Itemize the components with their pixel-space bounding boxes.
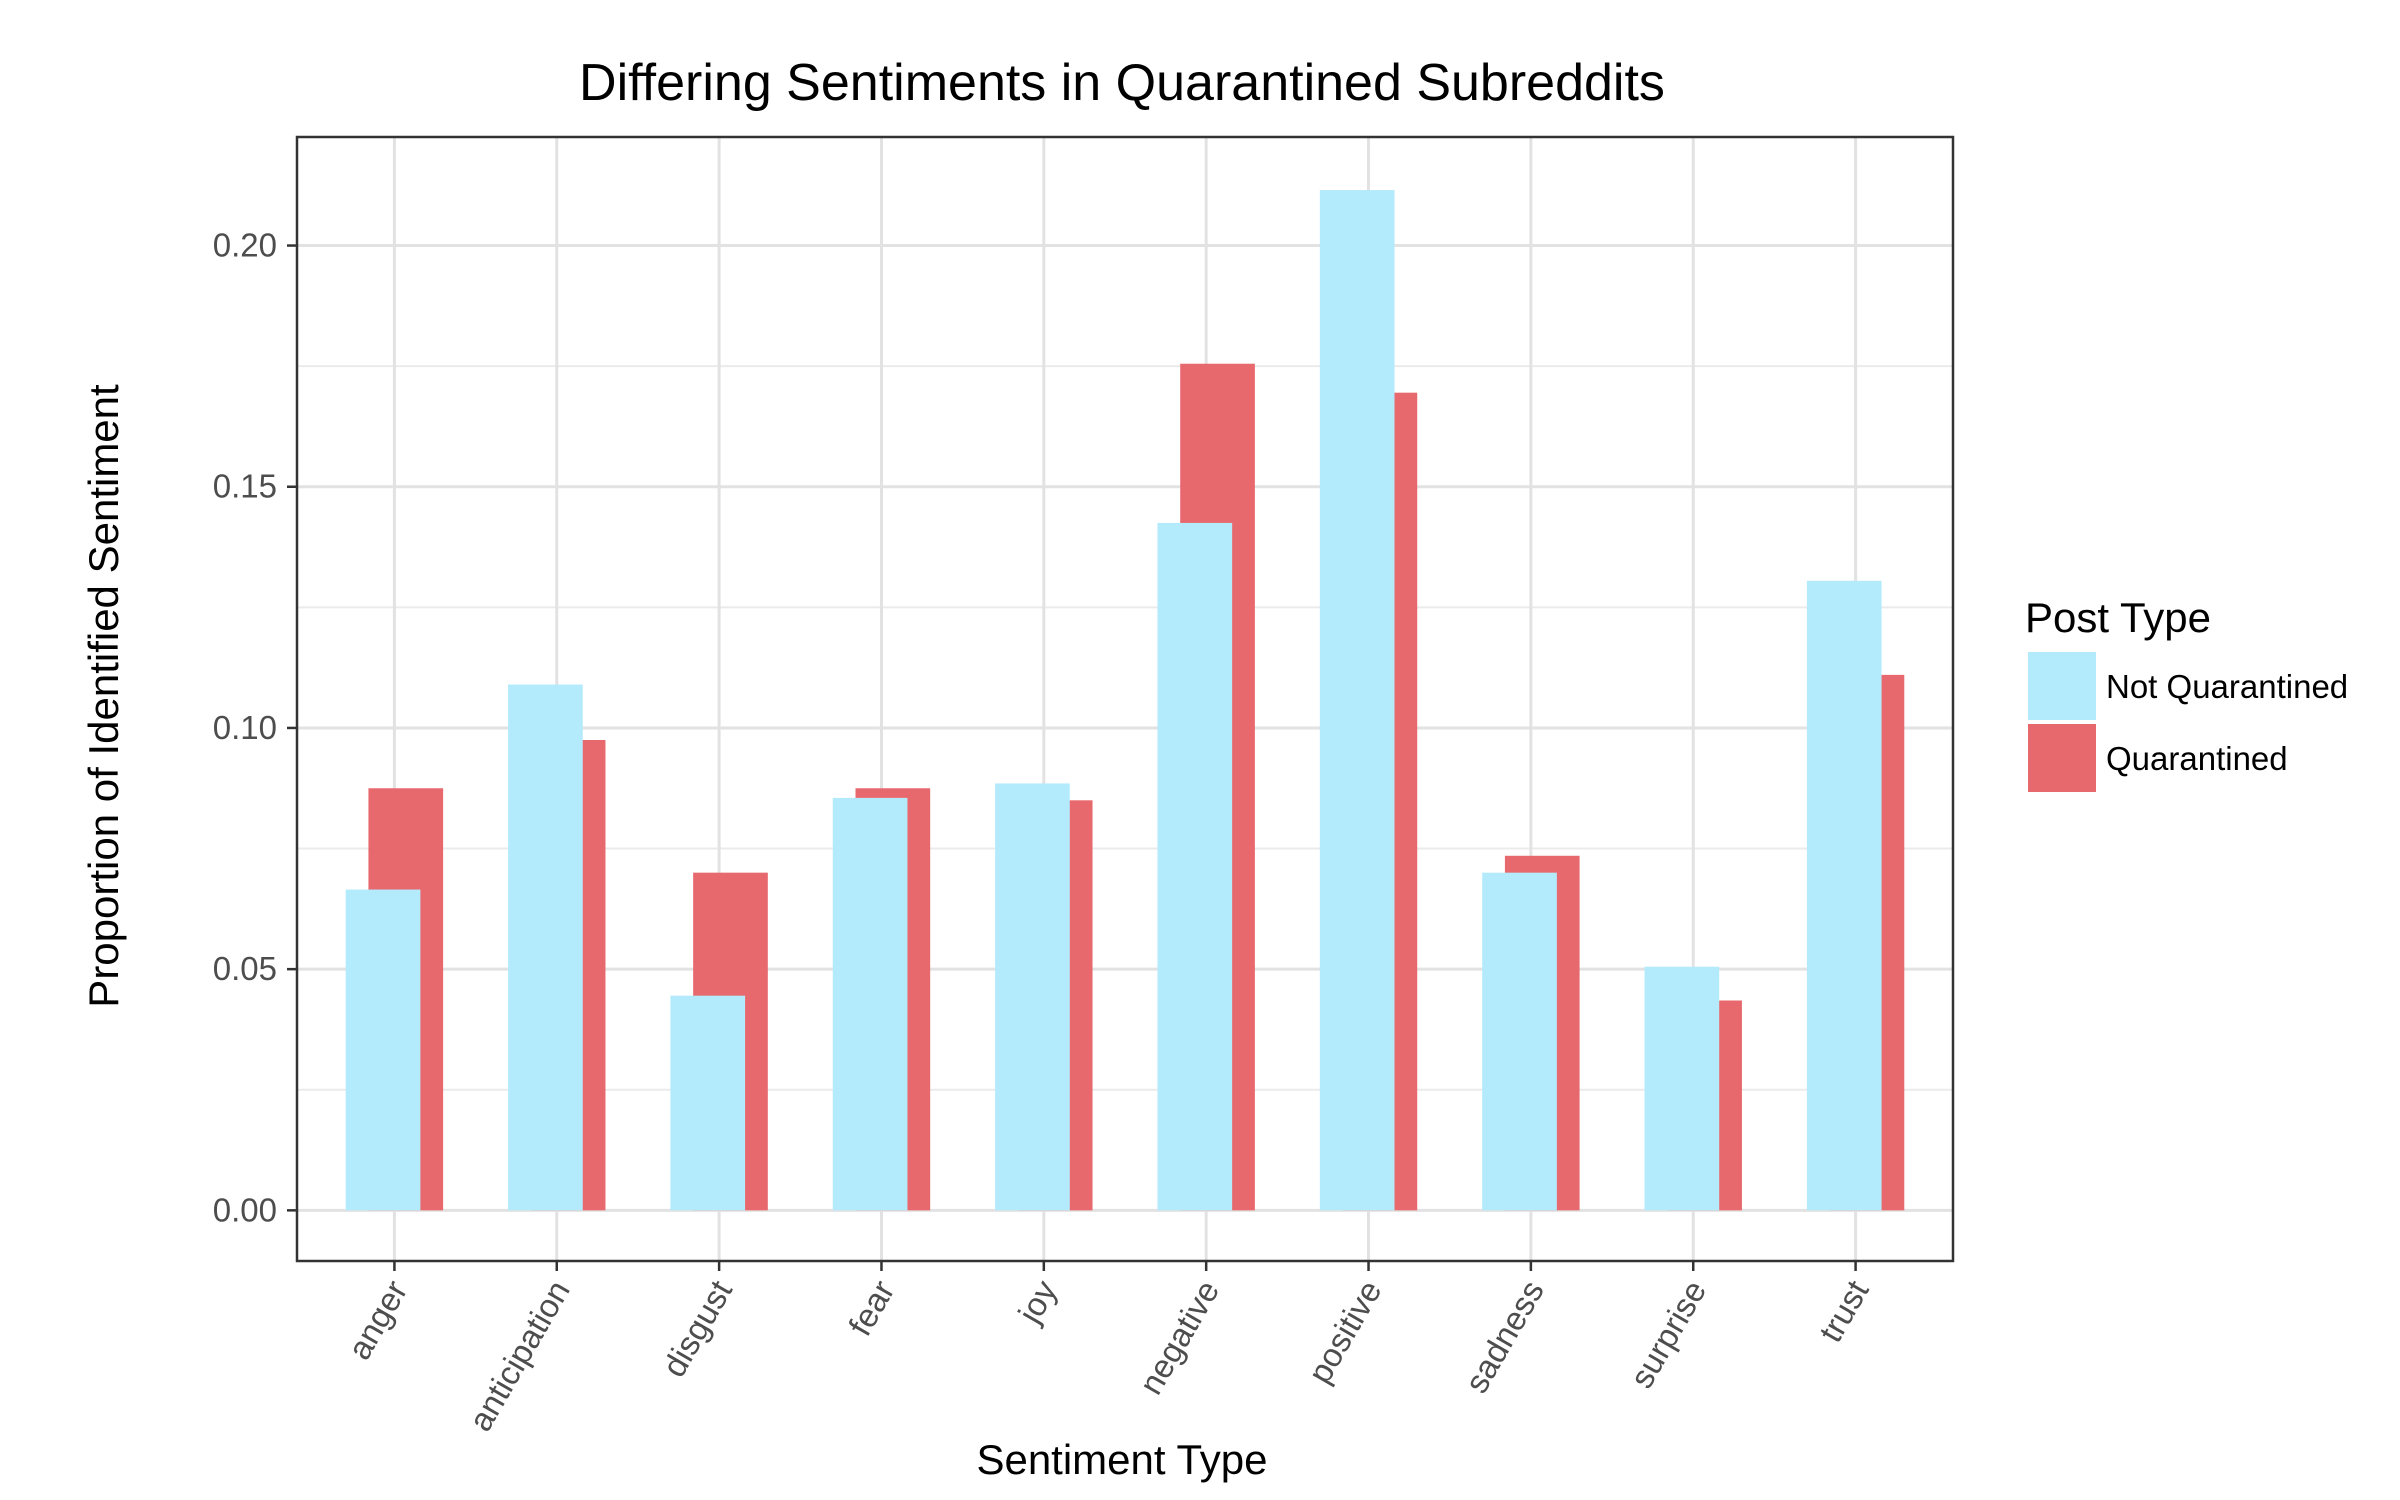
bar-not-quarantined-joy xyxy=(995,783,1070,1211)
chart-title: Differing Sentiments in Quarantined Subr… xyxy=(579,54,1665,112)
bar-not-quarantined-surprise xyxy=(1644,966,1720,1211)
y-tick-label: 0.20 xyxy=(213,227,277,264)
bar-not-quarantined-trust xyxy=(1806,580,1882,1211)
y-tick-label: 0.15 xyxy=(213,468,277,505)
bar-not-quarantined-negative xyxy=(1157,522,1233,1211)
y-tick-label: 0.10 xyxy=(213,709,277,746)
bar-not-quarantined-anticipation xyxy=(508,684,583,1211)
bar-not-quarantined-anger xyxy=(345,889,421,1211)
y-axis-title: Proportion of Identified Sentiment xyxy=(80,384,127,1008)
x-axis-title: Sentiment Type xyxy=(976,1436,1267,1483)
bar-not-quarantined-disgust xyxy=(670,995,746,1211)
bar-not-quarantined-sadness xyxy=(1482,872,1557,1211)
y-tick-label: 0.00 xyxy=(213,1191,277,1228)
legend-key-quarantined xyxy=(2028,724,2096,792)
y-tick-label: 0.05 xyxy=(213,950,277,987)
panel-border xyxy=(295,135,1955,1263)
bar-not-quarantined-fear xyxy=(832,797,908,1211)
legend-label: Not Quarantined xyxy=(2106,668,2348,705)
legend: Post Type Not Quarantined Quarantined xyxy=(2025,594,2348,792)
bar-not-quarantined-positive xyxy=(1319,190,1395,1211)
legend-label: Quarantined xyxy=(2106,740,2288,777)
legend-key-not-quarantined xyxy=(2028,652,2096,720)
legend-title: Post Type xyxy=(2025,594,2211,641)
